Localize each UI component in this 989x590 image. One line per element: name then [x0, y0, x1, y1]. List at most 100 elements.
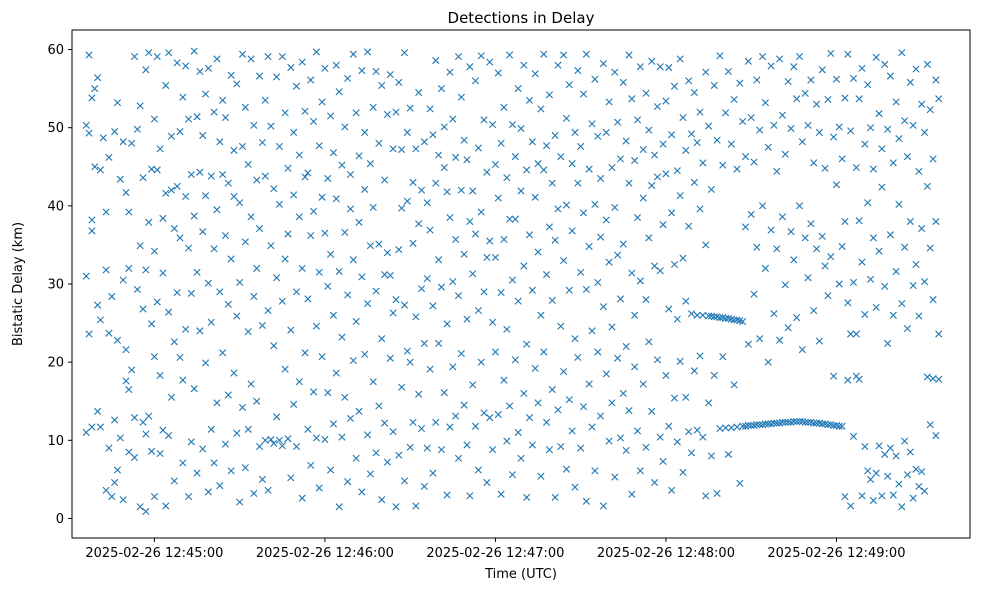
data-point — [193, 268, 201, 276]
data-point — [88, 94, 96, 102]
data-point — [497, 289, 505, 297]
x-tick-label: 2025-02-26 12:46:00 — [256, 546, 394, 561]
data-point — [645, 338, 653, 346]
data-point — [116, 434, 124, 442]
data-point — [650, 151, 659, 159]
data-point — [790, 63, 798, 71]
data-point — [278, 297, 286, 305]
data-point — [213, 55, 221, 63]
data-point — [804, 274, 812, 282]
data-point — [179, 459, 187, 467]
data-point — [784, 324, 792, 332]
data-point — [375, 240, 383, 248]
data-point — [727, 140, 735, 148]
data-point — [662, 97, 670, 105]
data-point — [935, 375, 943, 383]
data-point — [514, 428, 522, 437]
data-point — [568, 160, 576, 168]
data-point — [435, 339, 443, 347]
data-point — [315, 484, 323, 492]
data-point — [818, 66, 826, 74]
data-point — [903, 153, 912, 161]
data-point — [93, 74, 102, 82]
data-point — [111, 128, 119, 136]
data-point — [534, 160, 542, 168]
data-point — [238, 403, 247, 412]
data-point — [642, 443, 650, 451]
data-point — [312, 434, 320, 442]
data-point — [503, 325, 511, 333]
data-point — [358, 273, 366, 281]
data-point — [659, 140, 667, 148]
data-point — [150, 115, 158, 123]
data-point — [500, 376, 508, 384]
data-point — [227, 255, 235, 263]
data-point — [781, 418, 789, 426]
data-point — [872, 53, 880, 61]
data-point — [113, 99, 122, 107]
data-point — [795, 52, 804, 61]
data-point — [184, 492, 193, 501]
data-point — [784, 77, 792, 86]
data-point — [241, 464, 249, 472]
data-point — [105, 153, 113, 161]
data-point — [562, 114, 571, 122]
data-point — [324, 282, 332, 290]
data-point — [258, 475, 266, 483]
data-point — [454, 52, 463, 61]
data-point — [480, 116, 488, 124]
data-point — [449, 363, 457, 371]
data-point — [750, 290, 758, 298]
data-point — [747, 210, 755, 219]
data-point — [307, 76, 315, 84]
data-point — [690, 367, 698, 375]
data-point — [264, 486, 272, 494]
data-point — [753, 243, 761, 251]
data-point — [815, 128, 823, 136]
data-point — [426, 105, 434, 113]
data-point — [96, 316, 105, 324]
data-point — [119, 276, 127, 284]
data-point — [443, 188, 451, 196]
data-point — [758, 202, 767, 210]
data-point — [420, 138, 428, 146]
data-point — [349, 50, 357, 58]
data-point — [309, 207, 318, 215]
data-point — [491, 348, 500, 356]
data-point — [778, 418, 787, 426]
data-point — [741, 223, 750, 231]
data-point — [724, 67, 733, 76]
data-point — [119, 496, 127, 504]
data-point — [571, 483, 579, 491]
data-point — [344, 478, 352, 486]
data-point — [361, 185, 369, 194]
data-point — [182, 192, 190, 201]
data-point — [758, 52, 767, 61]
data-point — [312, 48, 320, 56]
data-point — [659, 221, 667, 229]
data-point — [895, 480, 903, 488]
data-point — [233, 312, 241, 320]
data-point — [918, 224, 926, 233]
data-point — [923, 182, 931, 190]
data-point — [642, 296, 650, 304]
data-point — [258, 138, 266, 147]
data-point — [872, 303, 880, 312]
data-point — [210, 459, 218, 467]
data-point — [261, 172, 269, 180]
data-point — [156, 371, 164, 380]
data-point — [153, 298, 161, 306]
data-point — [778, 111, 787, 119]
data-point — [884, 472, 892, 480]
data-point — [912, 65, 920, 73]
data-point — [830, 133, 838, 141]
data-point — [864, 467, 872, 475]
data-point — [727, 424, 735, 432]
data-point — [128, 139, 136, 147]
data-point — [219, 96, 227, 104]
data-point — [491, 253, 500, 262]
data-point — [398, 204, 406, 212]
data-point — [128, 366, 136, 374]
data-point — [875, 110, 883, 118]
